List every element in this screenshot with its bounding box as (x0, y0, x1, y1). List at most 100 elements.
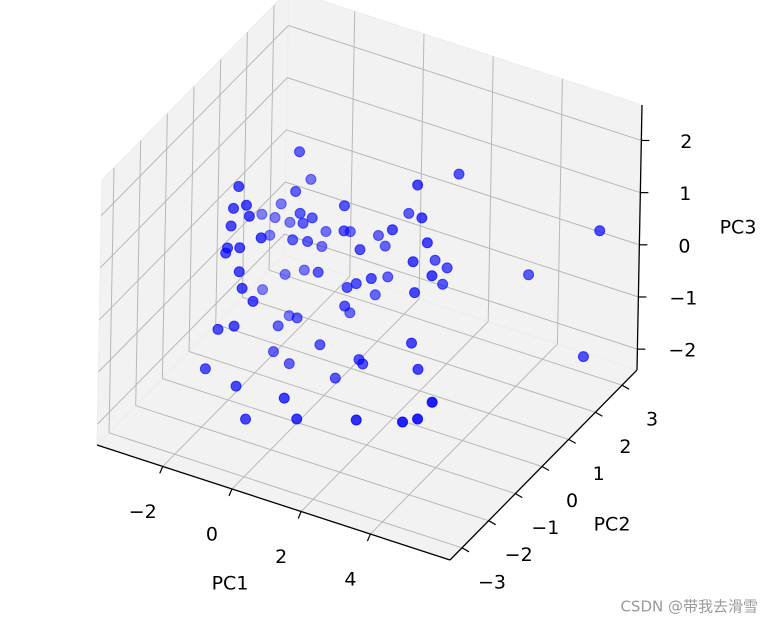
grid-line (188, 86, 195, 352)
point (441, 262, 453, 274)
point (453, 168, 465, 180)
grid-line (288, 24, 642, 141)
tick-mark (297, 511, 302, 519)
y-tick-label: −1 (531, 517, 559, 539)
grid-line (268, 5, 275, 271)
grid-line (108, 167, 115, 433)
grid-line (241, 32, 248, 298)
z-tick-label: −1 (669, 287, 697, 309)
grid-line (370, 343, 558, 535)
x-tick-label: 2 (275, 546, 287, 568)
grid-line (287, 77, 641, 194)
x-axis-label: PC1 (212, 573, 249, 595)
point (283, 358, 295, 370)
point (341, 281, 353, 293)
point (298, 264, 310, 276)
point (284, 216, 296, 228)
point (236, 282, 248, 294)
grid-line (215, 323, 569, 440)
z-tick-label: 0 (678, 235, 690, 257)
point (291, 413, 303, 425)
tick-mark (515, 493, 523, 499)
z-tick-label: −2 (668, 340, 696, 362)
point (320, 226, 332, 238)
point (234, 242, 246, 254)
point (290, 185, 302, 197)
y-tick-label: −3 (478, 571, 506, 593)
y-tick-label: 0 (566, 490, 578, 512)
point (305, 173, 317, 185)
point (412, 363, 424, 375)
grid-line (300, 321, 489, 512)
grid-line (188, 351, 543, 467)
y-axis-label: PC2 (594, 514, 631, 536)
grid (97, 5, 642, 549)
point (412, 413, 424, 425)
point (220, 247, 232, 259)
point (267, 346, 279, 358)
point (437, 278, 449, 290)
grid-line (135, 405, 489, 522)
point (403, 207, 415, 219)
point (257, 284, 269, 296)
point (409, 287, 421, 299)
point (243, 210, 255, 222)
tick-mark (366, 533, 371, 542)
tick-mark (159, 466, 164, 474)
point (426, 396, 438, 408)
point (379, 240, 391, 252)
grid-line (487, 56, 494, 322)
point (294, 207, 306, 219)
point (291, 312, 303, 324)
tick-mark (568, 438, 577, 444)
point (312, 266, 324, 278)
point (272, 320, 284, 332)
point (344, 307, 356, 319)
point (412, 179, 424, 191)
point (594, 225, 606, 237)
z-tick-label: 1 (679, 183, 691, 205)
point (350, 278, 362, 290)
point (247, 295, 259, 307)
point (314, 339, 326, 351)
tick-mark (621, 384, 630, 390)
axis-line (449, 369, 638, 561)
tick-mark (541, 465, 550, 472)
point (306, 212, 318, 224)
point (350, 414, 362, 426)
point (240, 413, 252, 425)
x-tick-label: 0 (206, 523, 218, 545)
point (287, 234, 299, 246)
point (230, 380, 242, 392)
y-tick-label: 2 (619, 436, 631, 458)
points (199, 146, 606, 428)
grid-line (97, 233, 285, 425)
y-tick-label: −2 (505, 544, 533, 566)
point (228, 202, 240, 214)
grid-line (268, 269, 623, 386)
point (212, 323, 224, 335)
point (256, 208, 268, 220)
point (255, 232, 267, 244)
z-axis-label: PC3 (720, 217, 757, 239)
point (344, 226, 356, 238)
z-tick-label: 2 (680, 131, 692, 153)
point (278, 392, 290, 404)
point (275, 198, 287, 210)
point (372, 229, 384, 241)
point (369, 289, 381, 301)
grid-line (162, 378, 516, 495)
point (382, 271, 394, 283)
point (279, 268, 291, 280)
point (406, 337, 418, 349)
panes (96, 0, 643, 561)
tick-mark (595, 411, 603, 417)
point (228, 320, 240, 332)
tick-mark (228, 488, 233, 497)
point (316, 240, 328, 252)
point (354, 244, 366, 256)
point (397, 416, 409, 428)
grid-line (418, 33, 425, 299)
point (233, 266, 245, 278)
